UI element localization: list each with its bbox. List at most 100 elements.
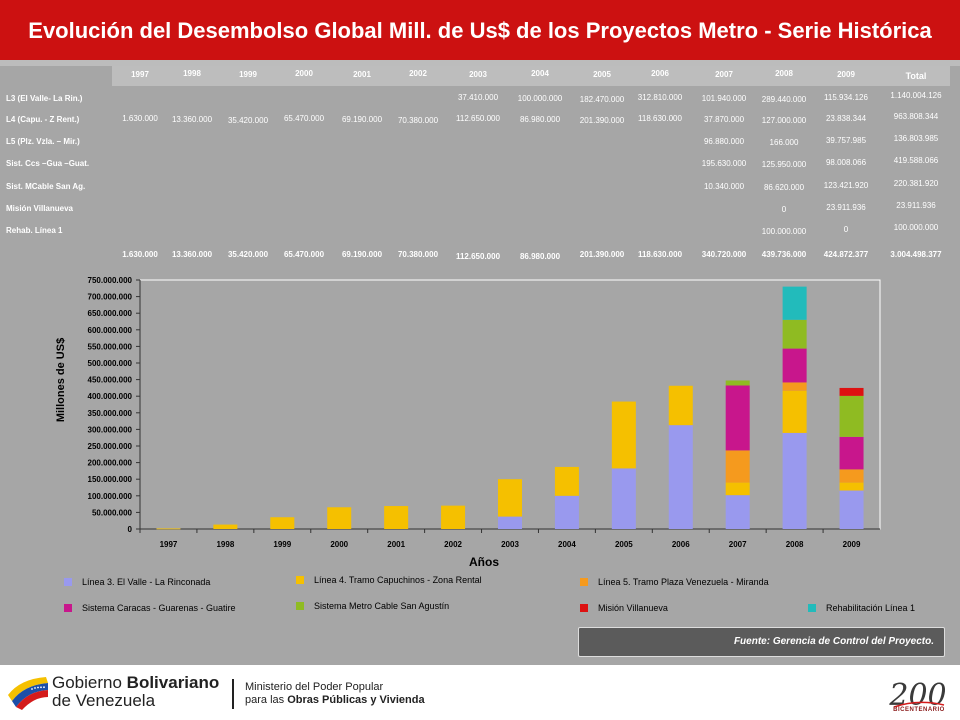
legend-label: Sistema Caracas - Guarenas - Guatire	[82, 603, 236, 613]
bar-segment-2005-s1	[611, 401, 636, 469]
year-header-2007: 2007	[715, 70, 733, 79]
y-tick-label: 0	[128, 525, 133, 534]
y-tick-label: 150.000.000	[88, 475, 133, 484]
table-cell: 289.440.000	[761, 95, 807, 104]
x-tick-label: 1998	[216, 540, 234, 549]
bar-segment-2008-s4	[782, 319, 807, 349]
table-cell: 13.360.000	[171, 115, 213, 124]
table-cell: 112.650.000	[456, 114, 500, 123]
table-cell: 10.340.000	[703, 182, 745, 191]
grand-total: 3.004.498.377	[890, 250, 942, 259]
x-tick-label: 2006	[672, 540, 690, 549]
table-cell: 39.757.985	[825, 136, 867, 145]
legend-swatch	[64, 578, 72, 586]
bar-segment-2004-s1	[554, 466, 579, 496]
row-total: 100.000.000	[893, 223, 939, 232]
table-cell: 125.950.000	[761, 160, 807, 169]
table-cell: 0	[843, 225, 849, 234]
table-cell: 65.470.000	[283, 114, 325, 123]
table-cell: 201.390.000	[579, 116, 625, 125]
years-header: 1997 1998 1999 2000 2001 2002 2003 2004 2005 2006…	[112, 66, 950, 86]
y-tick-label: 650.000.000	[88, 309, 133, 318]
column-total: 69.190.000	[341, 250, 383, 259]
y-tick-label: 400.000.000	[88, 392, 133, 401]
row-label: Rehab. Línea 1	[6, 226, 63, 235]
column-total: 1.630.000	[122, 250, 158, 259]
table-cell: 182.470.000	[579, 95, 625, 104]
row-total: 419.588.066	[893, 156, 939, 165]
legend-swatch	[580, 578, 588, 586]
year-header-2001: 2001	[353, 70, 371, 79]
table-cell: 127.000.000	[761, 116, 807, 125]
legend-item: Línea 3. El Valle - La Rinconada	[64, 577, 210, 587]
table-cell: 96.880.000	[703, 137, 745, 146]
bar-segment-2009-s5	[839, 387, 864, 396]
legend-swatch	[296, 602, 304, 610]
year-header-1997: 1997	[131, 70, 149, 79]
footer: Gobierno Bolivariano de Venezuela Minist…	[0, 665, 960, 720]
legend-swatch	[808, 604, 816, 612]
y-tick-label: 50.000.000	[92, 508, 133, 517]
bar-segment-2009-s1	[839, 482, 864, 491]
legend-swatch	[64, 604, 72, 612]
table-cell: 118.630.000	[638, 114, 682, 123]
column-total: 201.390.000	[579, 250, 625, 259]
y-tick-label: 600.000.000	[88, 326, 133, 335]
source-box: Fuente: Gerencia de Control del Proyecto…	[578, 627, 945, 657]
year-header-2006: 2006	[651, 69, 669, 78]
bar-segment-2004-s0	[554, 495, 579, 529]
bar-segment-1997-s1	[156, 528, 181, 530]
bar-segment-2008-s2	[782, 382, 807, 391]
bar-segment-2008-s0	[782, 432, 807, 529]
legend-item: Línea 4. Tramo Capuchinos - Zona Rental	[296, 575, 482, 585]
x-tick-label: 2008	[786, 540, 804, 549]
y-tick-label: 100.000.000	[88, 492, 133, 501]
bar-segment-2006-s1	[668, 385, 693, 426]
legend-label: Línea 5. Tramo Plaza Venezuela - Miranda	[598, 577, 769, 587]
table-cell: 1.630.000	[122, 114, 158, 123]
table-cell: 23.911.936	[826, 203, 866, 212]
column-total: 35.420.000	[227, 250, 269, 259]
row-total: 1.140.004.126	[890, 91, 942, 100]
y-tick-label: 500.000.000	[88, 359, 133, 368]
column-total: 70.380.000	[397, 250, 439, 259]
y-tick-label: 750.000.000	[88, 276, 133, 285]
y-tick-label: 200.000.000	[88, 459, 133, 468]
table-cell: 69.190.000	[341, 115, 383, 124]
x-tick-label: 2009	[843, 540, 861, 549]
table-cell: 101.940.000	[701, 94, 747, 103]
y-tick-label: 350.000.000	[88, 409, 133, 418]
header-banner: Evolución del Desembolso Global Mill. de…	[0, 0, 960, 66]
svg-text:200: 200	[888, 678, 946, 713]
bar-segment-2007-s4	[725, 380, 750, 386]
table-cell: 115.934.126	[824, 93, 868, 102]
bar-segment-2007-s2	[725, 450, 750, 483]
ministry-line2-b: Obras Públicas y Vivienda	[287, 694, 425, 706]
gov-line1-a: Gobierno	[52, 673, 127, 692]
x-tick-label: 1999	[273, 540, 291, 549]
bar-segment-2008-s1	[782, 390, 807, 433]
year-header-2009: 2009	[837, 70, 855, 79]
chart-legend: Línea 3. El Valle - La Rinconada Línea 4.…	[0, 570, 960, 620]
row-label: Sist. Ccs –Gua –Guat.	[6, 159, 90, 168]
ministry-name: Ministerio del Poder Popular para las Ob…	[245, 681, 425, 707]
venezuela-flag-logo-icon	[8, 677, 48, 710]
bar-segment-2008-s6	[782, 286, 807, 320]
legend-label: Línea 3. El Valle - La Rinconada	[82, 577, 211, 587]
x-tick-label: 2007	[729, 540, 747, 549]
year-header-2002: 2002	[409, 69, 427, 78]
bar-segment-2002-s1	[441, 505, 466, 529]
x-tick-label: 2002	[444, 540, 462, 549]
legend-label: Sistema Metro Cable San Agustín	[314, 601, 450, 611]
y-axis-label: Millones de US$	[55, 338, 67, 422]
table-cell: 166.000	[769, 138, 799, 147]
bicentenario-logo-icon: 200	[888, 678, 946, 713]
table-cell: 98.008.066	[825, 158, 867, 167]
table-cell: 100.000.000	[517, 94, 563, 103]
row-label: Sist. MCable San Ag.	[6, 182, 86, 191]
column-total: 424.872.377	[823, 250, 869, 259]
bar-segment-2009-s0	[839, 490, 864, 529]
ministry-line2-a: para las	[245, 694, 288, 706]
x-tick-label: 2003	[501, 540, 519, 549]
legend-item: Sistema Caracas - Guarenas - Guatire	[64, 603, 236, 613]
